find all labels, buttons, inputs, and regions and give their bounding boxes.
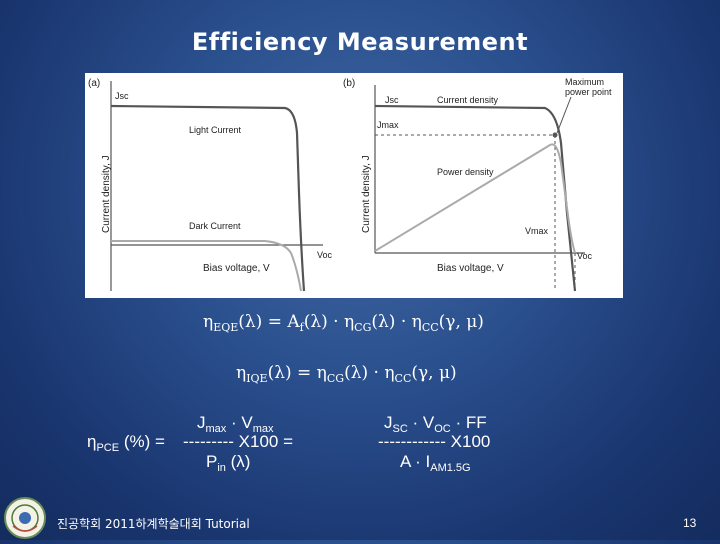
pce-fraction-bar-2: ------------ X100 <box>378 432 491 451</box>
panel-a: (a) Current density, J Jsc Voc Bias volt… <box>88 78 333 292</box>
iqe-equation: ηIQE(λ) = ηCG(λ) · ηCC(γ, μ) <box>236 363 457 385</box>
panel-b-vmax-label: Vmax <box>525 226 549 236</box>
panel-b-voc-label: Voc <box>577 251 593 261</box>
pce-numerator-1: Jmax · Vmax <box>197 413 274 435</box>
pce-denominator-2: A · IAM1.5G <box>400 452 471 474</box>
panel-b-current-label: Current density <box>437 95 499 105</box>
pce-numerator-2: JSC · VOC · FF <box>384 413 487 435</box>
panel-b-y-axis-label: Current density, J <box>361 155 372 233</box>
slide-title: Efficiency Measurement <box>191 28 529 56</box>
panel-b-jsc-label: Jsc <box>385 95 399 105</box>
society-logo-icon <box>3 496 47 540</box>
pce-denominator-1: Pin (λ) <box>206 452 251 474</box>
footer-text: 진공학회 2011하계학술대회 Tutorial <box>57 517 250 531</box>
panel-b-mpp-leader <box>556 96 572 134</box>
panel-a-voc-label: Voc <box>317 250 333 260</box>
panel-a-y-axis-label: Current density, J <box>101 155 112 233</box>
panel-b-power-label: Power density <box>437 167 494 177</box>
panel-a-light-label: Light Current <box>189 125 242 135</box>
panel-b-mpp-label-1: Maximum <box>565 77 604 87</box>
panel-a-dark-curve <box>111 240 302 292</box>
panel-a-dark-label: Dark Current <box>189 221 241 231</box>
panel-b: (b) Current density, J Jsc Jmax Vmax Voc… <box>343 77 612 292</box>
panel-a-light-curve <box>110 104 306 292</box>
page-number: 13 <box>683 516 697 530</box>
iv-curve-figure: (a) Current density, J Jsc Voc Bias volt… <box>85 73 623 298</box>
panel-b-power-curve <box>374 143 576 254</box>
panel-a-label: (a) <box>88 78 100 89</box>
panel-b-jmax-label: Jmax <box>377 120 399 130</box>
pce-lhs: ηPCE (%) = <box>87 432 165 454</box>
panel-b-mpp-label-2: power point <box>565 87 612 97</box>
pce-fraction-bar-1: --------- X100 = <box>183 432 294 451</box>
panel-b-mpp-marker <box>552 132 558 138</box>
eqe-equation: ηEQE(λ) = Af(λ) · ηCG(λ) · ηCC(γ, μ) <box>203 312 484 334</box>
panel-a-x-axis-label: Bias voltage, V <box>203 263 270 274</box>
iv-curve-svg: (a) Current density, J Jsc Voc Bias volt… <box>88 77 612 292</box>
panel-b-x-axis-label: Bias voltage, V <box>437 263 504 274</box>
panel-b-label: (b) <box>343 78 355 89</box>
panel-a-jsc-label: Jsc <box>115 91 129 101</box>
